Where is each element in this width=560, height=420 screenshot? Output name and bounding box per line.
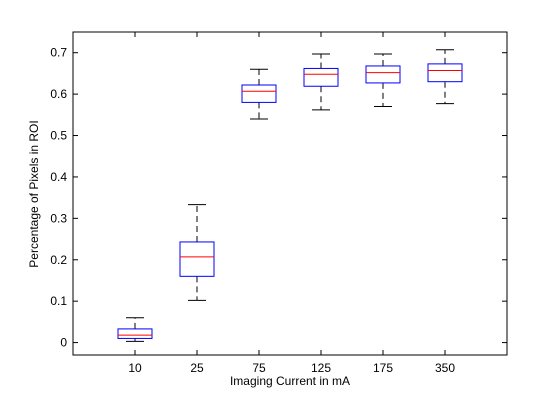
x-tick-label: 25 <box>190 361 204 375</box>
box-350 <box>427 49 463 105</box>
box-125 <box>303 53 339 111</box>
y-tick-label: 0.4 <box>50 170 67 184</box>
box-body <box>365 65 401 84</box>
x-axis: 10 25 75 125 175 350 <box>128 32 455 375</box>
y-tick-label: 0 <box>60 336 67 350</box>
box-10 <box>117 317 153 342</box>
y-tick-label: 0.6 <box>50 87 67 101</box>
y-tick-label: 0.7 <box>50 46 67 60</box>
x-tick-label: 10 <box>128 361 142 375</box>
y-axis: 0 0.1 0.2 0.3 0.4 0.5 0.6 0.7 <box>50 46 507 350</box>
y-tick-label: 0.1 <box>50 294 67 308</box>
box-body <box>241 84 277 103</box>
box-body <box>117 328 153 339</box>
box-body <box>303 67 339 87</box>
box-25 <box>179 204 215 301</box>
x-tick-label: 350 <box>435 361 455 375</box>
x-tick-label: 175 <box>373 361 393 375</box>
plot-area <box>72 31 508 356</box>
box-75 <box>241 68 277 120</box>
y-tick-label: 0.5 <box>50 129 67 143</box>
x-tick-label: 125 <box>311 361 331 375</box>
boxes-group <box>117 49 463 342</box>
y-tick-label: 0.2 <box>50 253 67 267</box>
x-tick-label: 75 <box>252 361 266 375</box>
x-axis-label: Imaging Current in mA <box>230 374 350 388</box>
box-body <box>427 63 463 83</box>
y-tick-label: 0.3 <box>50 211 67 225</box>
box-body <box>179 241 215 277</box>
box-175 <box>365 53 401 108</box>
y-axis-label: Percentage of Pixels in ROI <box>27 120 41 267</box>
